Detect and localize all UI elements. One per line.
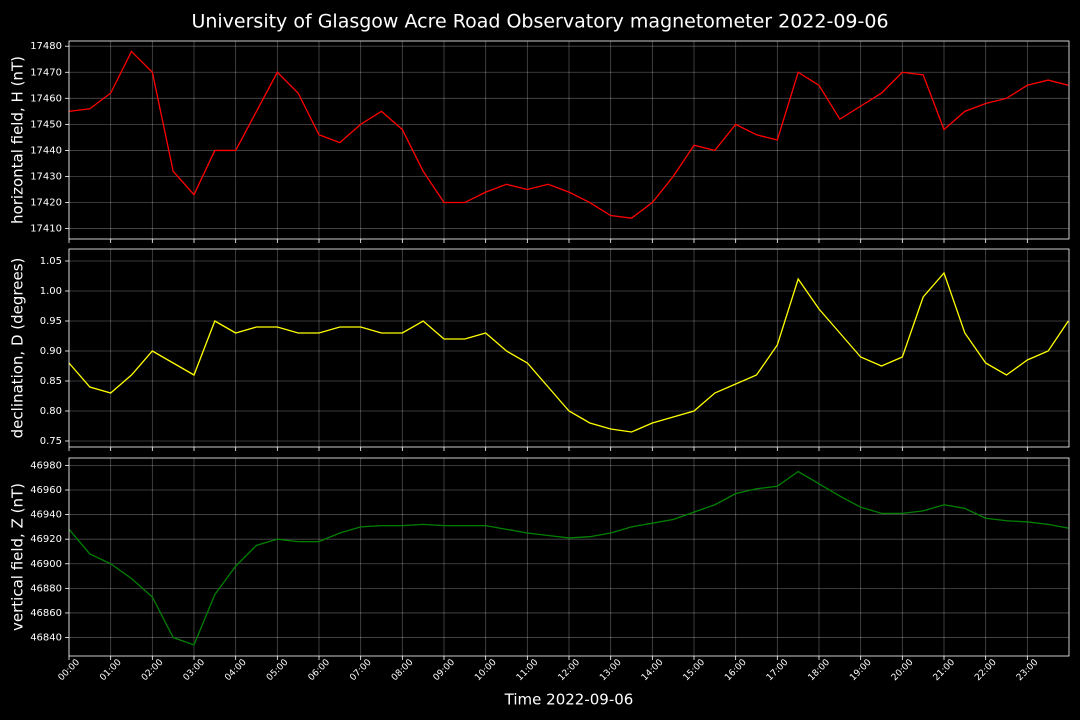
x-tick-label: 11:00 (515, 657, 541, 683)
y-tick-label: 17410 (30, 224, 62, 235)
x-tick-label: 04:00 (223, 657, 249, 683)
x-tick-label: 10:00 (473, 657, 499, 683)
y-tick-label: 0.90 (40, 346, 62, 357)
y-tick-label: 46980 (30, 460, 62, 471)
x-axis-label: Time 2022-09-06 (504, 691, 634, 709)
x-tick-label: 01:00 (98, 657, 124, 683)
y-tick-label: 0.80 (40, 406, 62, 417)
y-tick-label: 46880 (30, 583, 62, 594)
x-tick-label: 16:00 (723, 657, 749, 683)
y-tick-label: 46860 (30, 608, 62, 619)
x-tick-label: 19:00 (848, 657, 874, 683)
y-axis-label: horizontal field, H (nT) (9, 56, 27, 224)
x-tick-label: 09:00 (432, 657, 458, 683)
x-tick-label: 15:00 (682, 657, 708, 683)
y-axis-label: declination, D (degrees) (9, 258, 27, 439)
y-tick-label: 46840 (30, 633, 62, 644)
y-tick-label: 17460 (30, 93, 62, 104)
x-tick-label: 21:00 (932, 657, 958, 683)
y-tick-label: 17440 (30, 145, 62, 156)
y-tick-label: 17470 (30, 67, 62, 78)
x-tick-label: 02:00 (140, 657, 166, 683)
y-tick-label: 46920 (30, 534, 62, 545)
x-tick-label: 00:00 (57, 657, 83, 683)
x-tick-label: 06:00 (307, 657, 333, 683)
x-tick-label: 13:00 (598, 657, 624, 683)
x-tick-label: 05:00 (265, 657, 291, 683)
y-tick-label: 0.75 (40, 436, 62, 447)
x-tick-label: 20:00 (890, 657, 916, 683)
y-tick-label: 0.95 (40, 316, 62, 327)
x-tick-label: 23:00 (1015, 657, 1041, 683)
y-tick-label: 17430 (30, 171, 62, 182)
axes-frame (68, 40, 1070, 240)
x-tick-label: 08:00 (390, 657, 416, 683)
x-tick-label: 07:00 (348, 657, 374, 683)
y-tick-label: 46940 (30, 510, 62, 521)
y-tick-label: 17450 (30, 119, 62, 130)
axes-frame (68, 457, 1070, 657)
x-tick-label: 17:00 (765, 657, 791, 683)
axes-frame (68, 248, 1070, 448)
y-axis-label: vertical field, Z (nT) (9, 483, 27, 631)
x-tick-label: 18:00 (807, 657, 833, 683)
y-tick-label: 1.00 (40, 286, 62, 297)
data-line (68, 50, 1069, 219)
y-tick-label: 17420 (30, 198, 62, 209)
x-tick-label: 14:00 (640, 657, 666, 683)
data-line (68, 470, 1069, 646)
x-tick-label: 03:00 (182, 657, 208, 683)
y-tick-label: 46960 (30, 485, 62, 496)
y-tick-label: 46900 (30, 559, 62, 570)
chart-title: University of Glasgow Acre Road Observat… (191, 11, 888, 33)
x-tick-label: 22:00 (973, 657, 999, 683)
x-tick-label: 12:00 (557, 657, 583, 683)
data-line (68, 271, 1069, 433)
y-tick-label: 1.05 (40, 256, 62, 267)
y-tick-label: 17480 (30, 41, 62, 52)
y-tick-label: 0.85 (40, 376, 62, 387)
